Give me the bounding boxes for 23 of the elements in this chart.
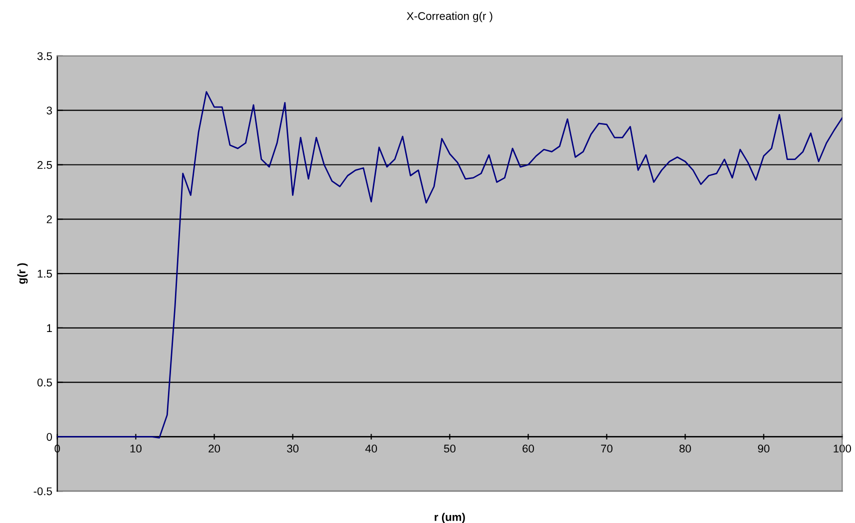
x-tick-label: 40 <box>365 444 377 453</box>
y-tick-label: 1 <box>47 324 52 332</box>
x-tick-label: 10 <box>130 444 142 453</box>
y-tick-label: 0.5 <box>37 378 52 386</box>
x-tick-label: 60 <box>522 444 534 453</box>
line-series <box>57 91 842 438</box>
x-tick-label: 100 <box>834 444 852 453</box>
y-tick-label: -0.5 <box>34 487 52 496</box>
x-tick-label: 30 <box>286 444 298 453</box>
x-axis-title: r (um) <box>434 512 465 523</box>
y-tick-label: 1.5 <box>38 270 52 278</box>
y-tick-label: 3 <box>46 106 52 114</box>
y-tick-label: 0 <box>46 432 52 441</box>
x-tick-label: 20 <box>208 444 220 453</box>
y-axis-title: g(r ) <box>17 263 28 284</box>
y-tick-label: 2.5 <box>38 161 52 169</box>
x-tick-label: 80 <box>680 444 691 453</box>
x-tick-label: 90 <box>758 444 770 453</box>
x-tick-label: 70 <box>601 444 612 453</box>
y-tick-label: 3.5 <box>37 52 52 60</box>
chart-title: X-Correation g(r ) <box>406 12 492 22</box>
x-tick-label: 50 <box>444 444 456 453</box>
y-tick-label: 2 <box>46 215 52 224</box>
